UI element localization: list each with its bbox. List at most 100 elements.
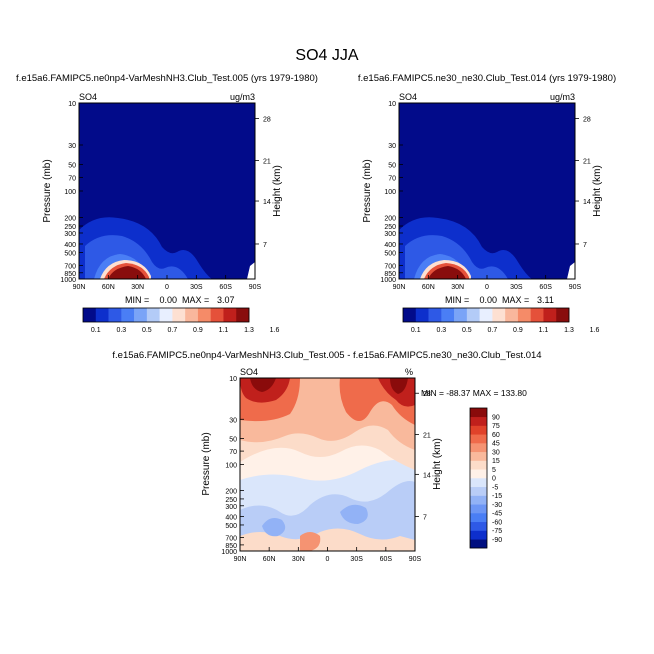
panel-3-y2ticks: 28 21 14 7	[415, 391, 431, 522]
colorbar-label: -15	[492, 493, 502, 500]
colorbar-swatch	[83, 308, 97, 322]
y2-tick-label: 28	[423, 391, 431, 398]
panel-1-right-label: ug/m3	[230, 92, 255, 102]
y-tick-label: 500	[64, 251, 76, 258]
colorbar-label: -90	[492, 537, 502, 544]
panel-1-plot	[79, 103, 255, 279]
colorbar-label: -5	[492, 484, 498, 491]
panel-1-xticks: 90N 60N 30N 0 30S 60S 90S	[73, 275, 262, 291]
y-tick-label: 70	[229, 449, 237, 456]
panel-3-right-label: %	[405, 367, 413, 377]
colorbar-swatch	[470, 460, 487, 470]
panel-2-y2label: Height (km)	[592, 165, 603, 217]
colorbar-swatch	[470, 513, 487, 523]
x-tick-label: 90S	[249, 284, 262, 291]
colorbar-swatch	[543, 308, 557, 322]
colorbar-swatch	[108, 308, 122, 322]
panel-3-field-max-right	[390, 378, 408, 394]
x-tick-label: 90N	[234, 556, 247, 563]
colorbar-label: 0.3	[116, 327, 126, 334]
colorbar-label: 0.5	[462, 327, 472, 334]
panel-3-xticks: 90N 60N 30N 0 30S 60S 90S	[234, 547, 422, 563]
x-tick-label: 90N	[393, 284, 406, 291]
x-tick-label: 30S	[190, 284, 203, 291]
colorbar-label: 30	[492, 449, 500, 456]
y2-tick-label: 7	[583, 242, 587, 249]
colorbar-swatch	[556, 308, 570, 322]
panel-1: f.e15a6.FAMIPC5.ne0np4-VarMeshNH3.Club_T…	[16, 73, 318, 334]
panel-2-ylabel: Pressure (mb)	[362, 159, 373, 222]
y-tick-label: 700	[64, 263, 76, 270]
colorbar-label: -75	[492, 528, 502, 535]
colorbar-swatch	[441, 308, 455, 322]
y-tick-label: 850	[64, 271, 76, 278]
x-tick-label: 60S	[539, 284, 552, 291]
panel-1-y2ticks: 28 21 14 7	[255, 116, 271, 249]
y-tick-label: 70	[68, 175, 76, 182]
panel-3-minmax: MIN = -88.37 MAX = 133.80	[421, 388, 527, 398]
colorbar-swatch	[470, 451, 487, 461]
panel-1-min-label: MIN =	[125, 295, 149, 305]
y-tick-label: 400	[225, 515, 237, 522]
panel-3-left-label: SO4	[240, 367, 258, 377]
colorbar-swatch	[415, 308, 429, 322]
colorbar-label: 5	[492, 467, 496, 474]
colorbar-label: -45	[492, 511, 502, 518]
y-tick-label: 850	[384, 271, 396, 278]
colorbar-swatch	[121, 308, 135, 322]
y-tick-label: 700	[384, 263, 396, 270]
x-tick-label: 30S	[350, 556, 363, 563]
panel-2: f.e15a6.FAMIPC5.ne30_ne30.Club_Test.014 …	[358, 73, 616, 334]
panel-2-contour-1.6	[428, 266, 466, 279]
panel-1-y2label: Height (km)	[272, 165, 283, 217]
x-tick-label: 90N	[73, 284, 86, 291]
colorbar-label: 0.1	[91, 327, 101, 334]
colorbar-swatch	[470, 434, 487, 444]
x-tick-label: 30N	[131, 284, 144, 291]
colorbar-label: 0.7	[168, 327, 178, 334]
y2-tick-label: 28	[263, 116, 271, 123]
y2-tick-label: 14	[263, 199, 271, 206]
colorbar-swatch	[470, 530, 487, 540]
panel-1-colorbar: 0.1 0.3 0.5 0.7 0.9 1.1 1.3 1.6	[82, 307, 280, 334]
colorbar-label: 0.3	[436, 327, 446, 334]
panel-3-y2label: Height (km)	[432, 438, 443, 490]
colorbar-frame	[469, 407, 488, 549]
y-tick-label: 10	[68, 101, 76, 108]
panel-2-max-value: 3.11	[537, 295, 554, 305]
y-tick-label: 50	[388, 163, 396, 170]
y2-tick-label: 7	[423, 515, 427, 522]
x-tick-label: 90S	[409, 556, 422, 563]
colorbar-swatch	[236, 308, 250, 322]
x-tick-label: 60N	[263, 556, 276, 563]
y2-tick-label: 7	[263, 242, 267, 249]
colorbar-label: 0.7	[488, 327, 498, 334]
y-tick-label: 250	[64, 224, 76, 231]
colorbar-swatch	[470, 495, 487, 505]
colorbar-swatch	[492, 308, 506, 322]
colorbar-frame	[82, 307, 250, 323]
y-tick-label: 1000	[60, 277, 76, 284]
colorbar-label: 0	[492, 476, 496, 483]
y2-tick-label: 21	[583, 158, 591, 165]
panel-3-ylabel: Pressure (mb)	[201, 432, 212, 495]
colorbar-swatch	[505, 308, 519, 322]
panel-3-title: f.e15a6.FAMIPC5.ne0np4-VarMeshNH3.Club_T…	[112, 350, 541, 361]
colorbar-swatch	[197, 308, 211, 322]
panel-2-min-value: 0.00	[479, 295, 497, 305]
panel-3: f.e15a6.FAMIPC5.ne0np4-VarMeshNH3.Club_T…	[112, 350, 541, 563]
colorbar-swatch	[428, 308, 442, 322]
panel-2-y2ticks: 28 21 14 7	[575, 116, 591, 249]
panel-2-xticks: 90N 60N 30N 0 30S 60S 90S	[393, 275, 582, 291]
y-tick-label: 250	[225, 497, 237, 504]
x-tick-label: 60S	[219, 284, 232, 291]
panel-2-min-label: MIN =	[445, 295, 469, 305]
y2-tick-label: 21	[263, 158, 271, 165]
y-tick-label: 200	[384, 215, 396, 222]
colorbar-swatch	[470, 416, 487, 426]
panel-3-field-max-left	[250, 378, 276, 392]
